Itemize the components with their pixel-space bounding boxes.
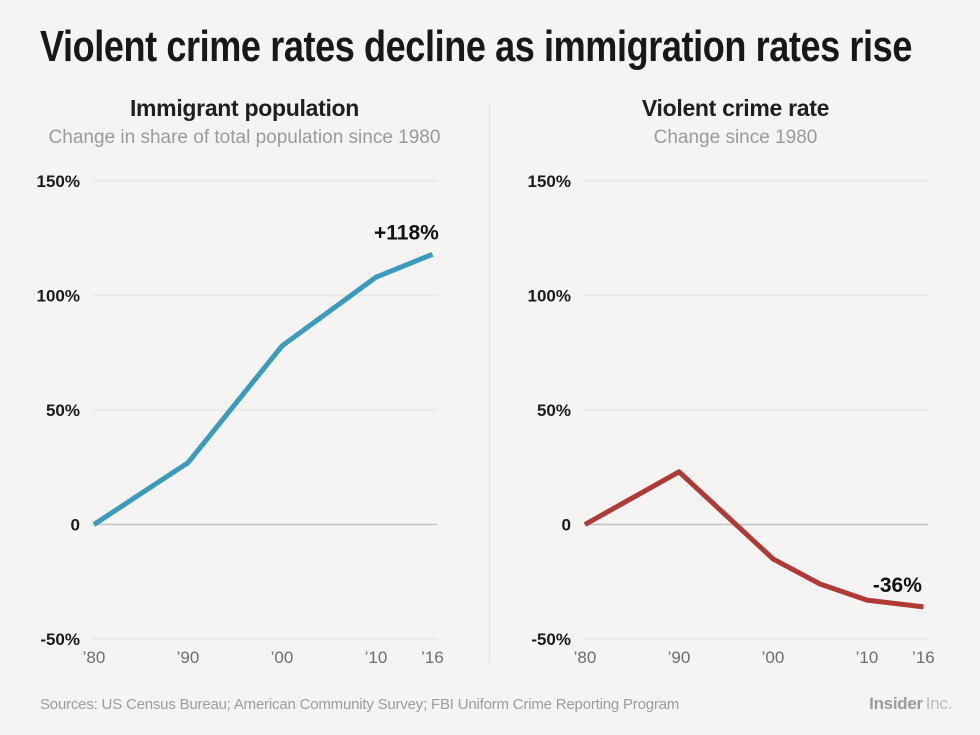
immigrant-population-annotation: +118% (374, 221, 439, 244)
x-tick-label-2010: ’10 (856, 648, 879, 667)
y-tick-label-100: 100% (37, 287, 80, 306)
y-tick-label-150: 150% (37, 172, 80, 191)
brand-inc-text: Inc. (925, 694, 953, 713)
y-tick-label-0: 0 (71, 516, 80, 535)
x-tick-label-1990: ’90 (668, 648, 691, 667)
violent-crime-rate-annotation: -36% (873, 574, 922, 597)
panel-divider (489, 104, 490, 662)
y-tick-label-100: 100% (528, 287, 571, 306)
immigrant-population-line (92, 251, 434, 527)
footer: Sources: US Census Bureau; American Comm… (40, 694, 952, 714)
chart-subtitle-crime: Change since 1980 (653, 127, 818, 148)
violent-crime-rate-plot: 150% 100% 50% 0 -50%’80 ’90 ’00 ’10 ’16 -36% (528, 172, 935, 667)
y-tick-label--50: -50% (531, 630, 571, 649)
y-tick-label-150: 150% (528, 172, 571, 191)
y-tick-label--50: -50% (40, 630, 80, 649)
x-tick-label-2016: ’16 (912, 648, 935, 667)
brand-insider-text: Insider (869, 694, 923, 713)
x-tick-label-2016: ’16 (421, 648, 444, 667)
brand-logo: Insider Inc. (869, 694, 952, 714)
x-tick-label-1990: ’90 (177, 648, 200, 667)
x-tick-label-1980: ’80 (574, 648, 597, 667)
immigrant-population-plot: 150% 100% 50% 0 -50%’80 ’90 ’00 ’10 ’16 +118% (37, 172, 444, 667)
sources-text: Sources: US Census Bureau; American Comm… (40, 696, 680, 713)
x-tick-label-2000: ’00 (271, 648, 294, 667)
chart-title-crime: Violent crime rate (641, 95, 830, 121)
violent-crime-rate-line (583, 469, 924, 610)
y-tick-label-50: 50% (46, 401, 80, 420)
chart-violent-crime: Violent crime rate Change since 1980 150… (491, 95, 980, 680)
x-tick-label-2010: ’10 (365, 648, 388, 667)
y-tick-label-50: 50% (537, 401, 571, 420)
page-title: Violent crime rates decline as immigrati… (40, 22, 912, 71)
x-tick-label-1980: ’80 (83, 648, 106, 667)
chart-immigrant-population: Immigrant population Change in share of … (0, 95, 489, 680)
chart-subtitle-immigrant: Change in share of total population sinc… (48, 127, 441, 148)
y-tick-label-0: 0 (562, 516, 571, 535)
chart-title-immigrant: Immigrant population (129, 95, 360, 121)
x-tick-label-2000: ’00 (762, 648, 785, 667)
